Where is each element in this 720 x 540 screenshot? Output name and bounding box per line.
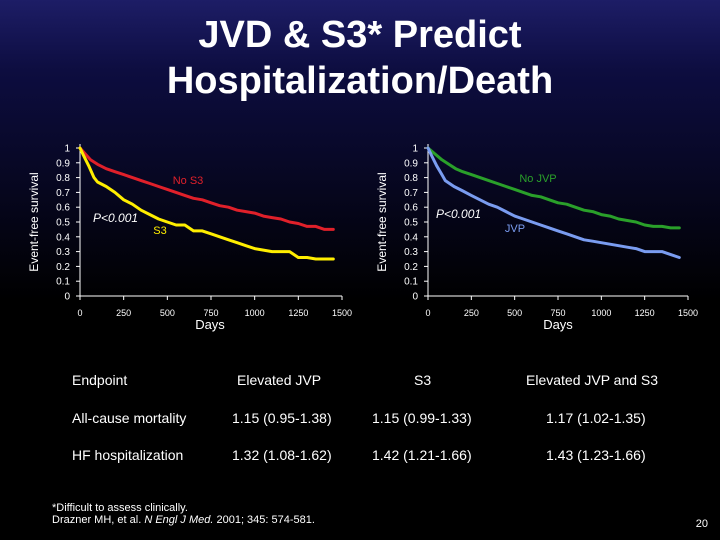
x-tick-label: 250 <box>464 308 479 318</box>
y-axis-label: Event-free survival <box>375 172 389 271</box>
p-value-label: P<0.001 <box>436 207 481 221</box>
series-label: JVP <box>505 223 525 235</box>
y-tick-label: 0.6 <box>56 203 70 214</box>
y-tick-label: 0.7 <box>56 188 70 199</box>
no-jvp-series-line <box>426 146 681 230</box>
y-tick-label: 0.6 <box>404 203 418 214</box>
row-label: HF hospitalization <box>72 447 184 463</box>
x-tick-label: 1000 <box>245 308 265 318</box>
row-value-jvp: 1.32 (1.08-1.62) <box>232 447 332 463</box>
y-tick-label: 0 <box>64 292 70 303</box>
y-tick-label: 0.1 <box>56 277 70 288</box>
row-value-both: 1.17 (1.02-1.35) <box>546 410 646 426</box>
row-value-jvp: 1.15 (0.95-1.38) <box>232 410 332 426</box>
series-label: No S3 <box>173 175 204 187</box>
y-tick-label: 0.4 <box>404 232 418 243</box>
x-tick-label: 500 <box>160 308 175 318</box>
x-axis-label: Days <box>195 317 225 332</box>
x-axis-label: Days <box>543 317 573 332</box>
row-value-s3: 1.42 (1.21-1.66) <box>372 447 472 463</box>
y-tick-label: 0.9 <box>404 158 418 169</box>
y-tick-label: 0.7 <box>404 188 418 199</box>
y-tick-label: 0.8 <box>404 173 418 184</box>
series-label: No JVP <box>519 173 556 185</box>
y-tick-label: 1 <box>412 144 418 155</box>
row-value-both: 1.43 (1.23-1.66) <box>546 447 646 463</box>
slide-title: JVD & S3* Predict Hospitalization/Death <box>0 12 720 104</box>
y-tick-label: 0.8 <box>56 173 70 184</box>
citation-authors: Drazner MH, et al. <box>52 514 142 526</box>
y-tick-label: 0.2 <box>404 262 418 273</box>
jvp-series-line <box>426 146 681 259</box>
row-label: All-cause mortality <box>72 410 187 426</box>
y-tick-label: 0.9 <box>56 158 70 169</box>
x-tick-label: 1250 <box>635 308 655 318</box>
x-tick-label: 750 <box>203 308 218 318</box>
x-tick-label: 500 <box>507 308 522 318</box>
y-tick-label: 0.5 <box>56 218 70 229</box>
y-tick-label: 1 <box>64 144 70 155</box>
y-tick-label: 0.3 <box>56 247 70 258</box>
y-tick-label: 0.4 <box>56 232 70 243</box>
x-tick-label: 750 <box>550 308 565 318</box>
row-value-s3: 1.15 (0.99-1.33) <box>372 410 472 426</box>
slide-title-line-1: JVD & S3* Predict <box>198 14 522 56</box>
y-tick-label: 0.1 <box>404 277 418 288</box>
header-s3: S3 <box>414 372 432 388</box>
x-tick-label: 1000 <box>591 308 611 318</box>
x-tick-label: 1500 <box>332 308 352 318</box>
x-tick-label: 0 <box>425 308 430 318</box>
no-s3-series-line <box>78 146 335 231</box>
y-axis-label: Event-free survival <box>27 172 41 271</box>
slide-title-line-2: Hospitalization/Death <box>166 60 554 102</box>
citation-journal: N Engl J Med. <box>144 514 214 526</box>
x-tick-label: 1250 <box>288 308 308 318</box>
y-tick-label: 0.5 <box>404 218 418 229</box>
y-tick-label: 0 <box>412 292 418 303</box>
page-number: 20 <box>695 518 708 530</box>
y-tick-label: 0.3 <box>404 247 418 258</box>
y-tick-label: 0.2 <box>56 262 70 273</box>
header-jvp-and-s3: Elevated JVP and S3 <box>526 372 659 388</box>
header-endpoint: Endpoint <box>72 372 128 388</box>
series-label: S3 <box>153 225 166 237</box>
x-tick-label: 0 <box>77 308 82 318</box>
p-value-label: P<0.001 <box>93 211 138 225</box>
x-tick-label: 1500 <box>678 308 698 318</box>
citation: Drazner MH, et al. N Engl J Med. 2001; 3… <box>52 514 315 526</box>
header-elevated-jvp: Elevated JVP <box>237 372 322 388</box>
footnote: *Difficult to assess clinically. Drazner… <box>52 502 315 526</box>
footnote-line: *Difficult to assess clinically. <box>52 502 188 514</box>
s3-series-line <box>78 146 335 261</box>
x-tick-label: 250 <box>116 308 131 318</box>
citation-details: 2001; 345: 574-581. <box>216 514 315 526</box>
